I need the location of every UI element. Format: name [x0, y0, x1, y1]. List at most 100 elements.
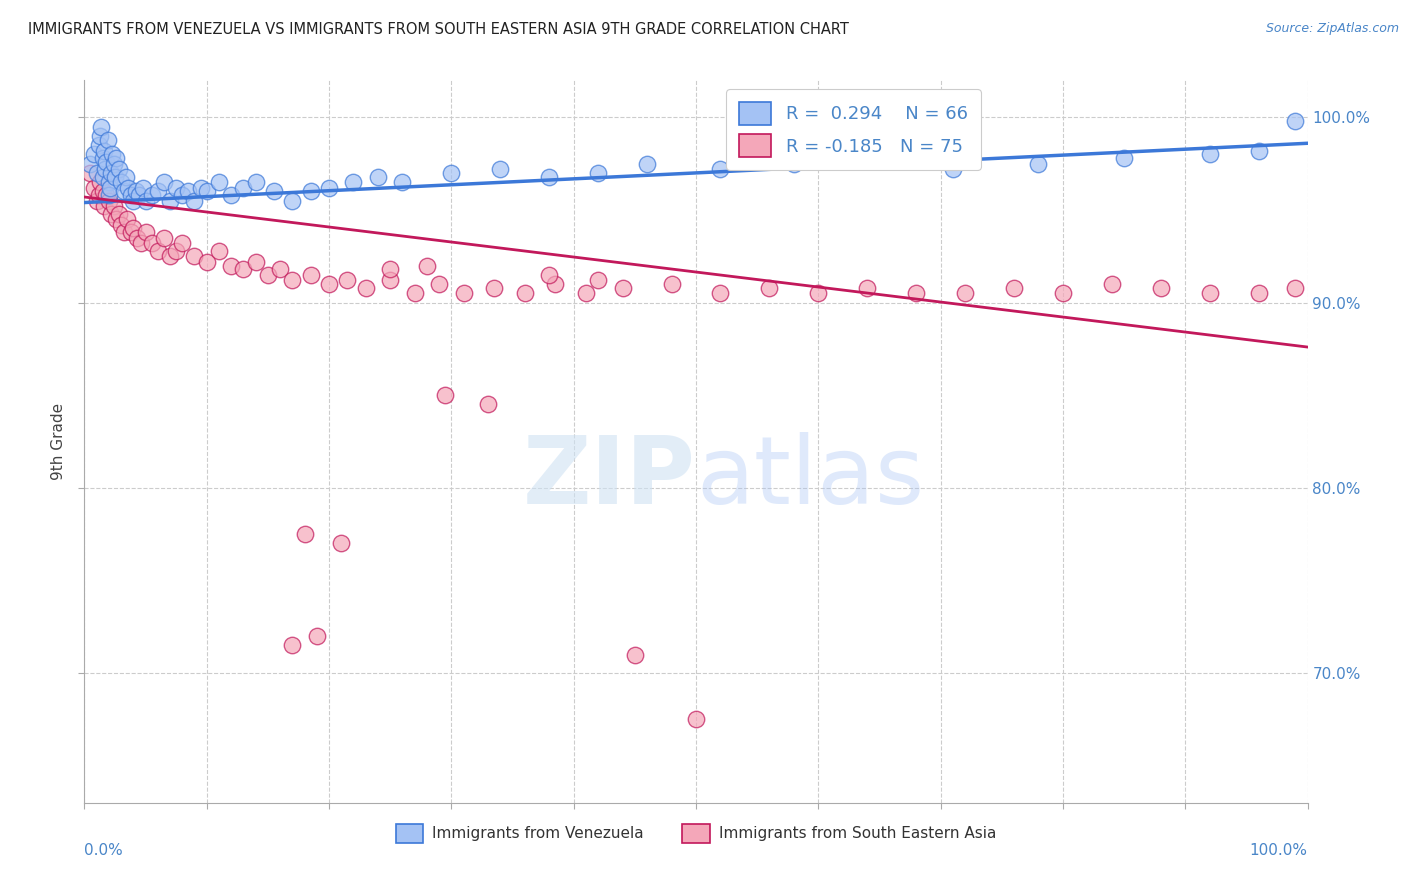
Point	[159, 249, 181, 263]
Point	[141, 188, 163, 202]
Point	[98, 180, 121, 194]
Point	[1247, 144, 1270, 158]
Point	[1247, 286, 1270, 301]
Point	[129, 236, 152, 251]
Point	[96, 154, 118, 169]
Point	[100, 166, 122, 180]
Point	[1284, 281, 1306, 295]
Point	[97, 188, 120, 202]
Point	[299, 185, 322, 199]
Point	[1150, 281, 1173, 295]
Point	[91, 185, 114, 199]
Point	[86, 166, 108, 180]
Point	[219, 259, 242, 273]
Point	[263, 185, 285, 199]
Point	[146, 185, 169, 199]
Point	[513, 286, 536, 301]
Point	[79, 166, 101, 180]
Point	[342, 175, 364, 189]
Point	[758, 281, 780, 295]
Point	[195, 185, 218, 199]
Point	[100, 207, 122, 221]
Point	[132, 180, 155, 194]
Point	[482, 281, 505, 295]
Point	[685, 713, 707, 727]
Point	[135, 194, 157, 208]
Point	[709, 162, 731, 177]
Point	[245, 255, 267, 269]
Point	[112, 225, 135, 239]
Point	[434, 388, 457, 402]
Point	[612, 281, 634, 295]
Text: 100.0%: 100.0%	[1250, 843, 1308, 857]
Point	[125, 231, 148, 245]
Point	[354, 281, 377, 295]
Point	[477, 397, 499, 411]
Point	[1198, 286, 1220, 301]
Point	[709, 286, 731, 301]
Point	[1052, 286, 1074, 301]
Text: Source: ZipAtlas.com: Source: ZipAtlas.com	[1265, 22, 1399, 36]
Point	[1101, 277, 1123, 291]
Point	[380, 262, 402, 277]
Text: ZIP: ZIP	[523, 432, 696, 524]
Point	[281, 638, 304, 652]
Point	[87, 138, 110, 153]
Point	[586, 273, 609, 287]
Point	[953, 286, 976, 301]
Point	[115, 212, 138, 227]
Point	[172, 188, 194, 202]
Point	[93, 144, 115, 158]
Point	[159, 194, 181, 208]
Point	[219, 188, 242, 202]
Point	[624, 648, 647, 662]
Point	[416, 259, 439, 273]
Point	[89, 128, 111, 143]
Point	[299, 268, 322, 282]
Point	[281, 273, 304, 287]
Point	[112, 185, 135, 199]
Point	[1198, 147, 1220, 161]
Point	[190, 180, 212, 194]
Point	[86, 194, 108, 208]
Point	[97, 194, 120, 208]
Point	[183, 194, 205, 208]
Point	[153, 231, 176, 245]
Point	[318, 277, 340, 291]
Point	[367, 169, 389, 184]
Point	[489, 162, 512, 177]
Point	[391, 175, 413, 189]
Point	[165, 180, 187, 194]
Point	[122, 194, 145, 208]
Point	[440, 166, 463, 180]
Point	[1028, 156, 1050, 170]
Point	[165, 244, 187, 258]
Point	[103, 156, 125, 170]
Point	[87, 188, 110, 202]
Point	[172, 236, 194, 251]
Point	[104, 169, 127, 184]
Point	[245, 175, 267, 189]
Point	[146, 244, 169, 258]
Point	[269, 262, 291, 277]
Text: atlas: atlas	[696, 432, 924, 524]
Point	[122, 221, 145, 235]
Point	[103, 199, 125, 213]
Point	[257, 268, 280, 282]
Point	[305, 629, 328, 643]
Point	[110, 175, 132, 189]
Point	[91, 151, 114, 165]
Point	[453, 286, 475, 301]
Point	[404, 286, 426, 301]
Point	[661, 277, 683, 291]
Point	[79, 156, 101, 170]
Point	[1284, 114, 1306, 128]
Point	[1002, 281, 1025, 295]
Point	[105, 151, 128, 165]
Point	[153, 175, 176, 189]
Point	[538, 169, 561, 184]
Point	[330, 536, 353, 550]
Point	[318, 180, 340, 194]
Point	[232, 180, 254, 194]
Point	[177, 185, 200, 199]
